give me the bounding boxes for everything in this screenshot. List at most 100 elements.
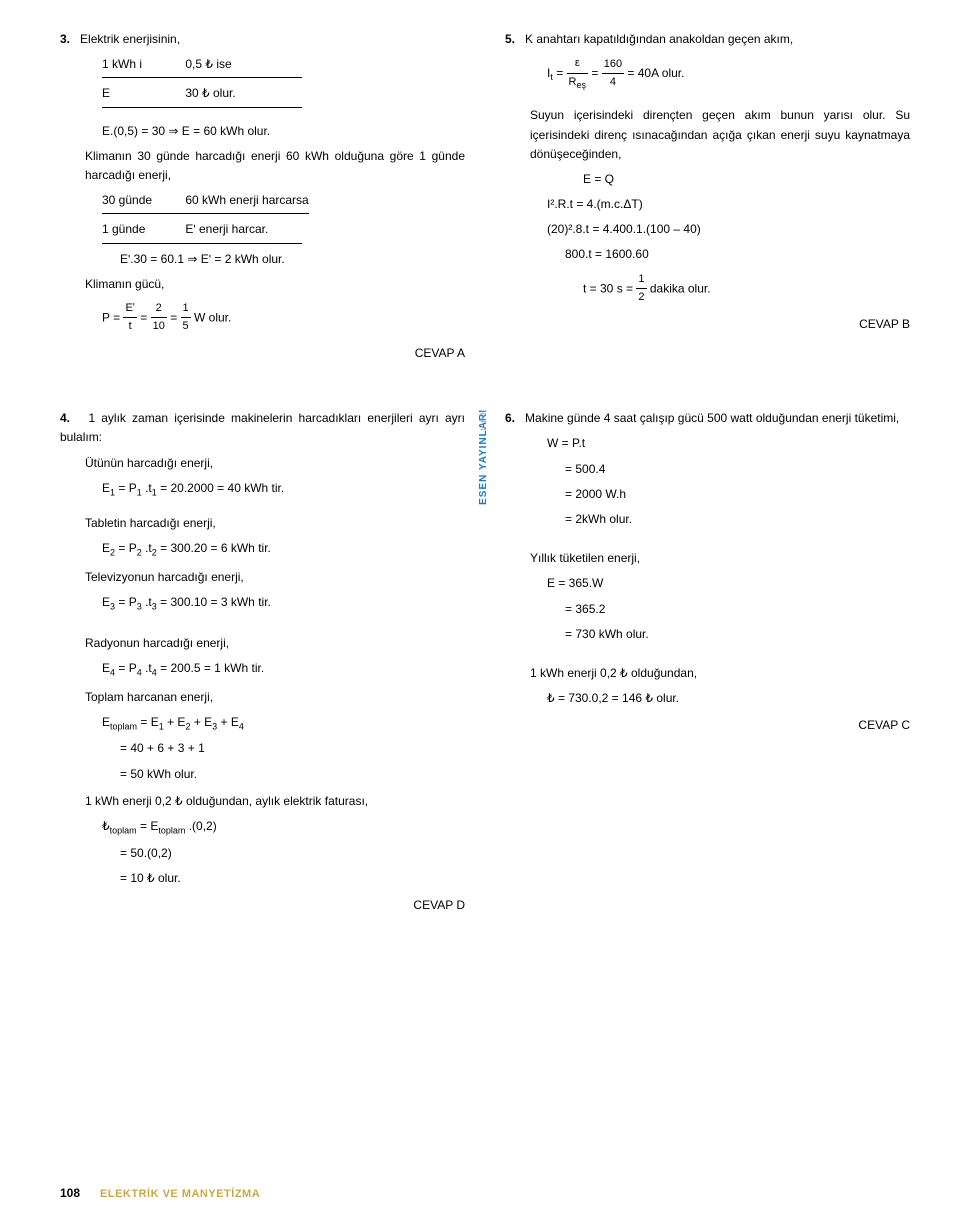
q3-l2a: 1 kWh i [102, 55, 182, 74]
sub: 1 [110, 487, 115, 497]
q4-l12: = 40 + 6 + 3 + 1 [60, 739, 465, 758]
q6-l10: 1 kWh enerji 0,2 ₺ olduğundan, [505, 664, 910, 683]
t: .t [145, 481, 152, 495]
val: = 300.20 = 6 kWh tir. [160, 541, 271, 555]
wave-decoration: ≈≈≈ [480, 409, 486, 433]
q6-l8: = 365.2 [505, 600, 910, 619]
q5-l1: K anahtarı kapatıldığından anakoldan geç… [525, 32, 793, 46]
P: = P [118, 481, 136, 495]
sub: toplam [110, 825, 137, 835]
q3-l4: E.(0,5) = 30 ⇒ E = 60 kWh olur. [60, 122, 465, 141]
question-4: 4. 1 aylık zaman içerisinde makinelerin … [60, 409, 465, 921]
q5-l8a: t = 30 s = [583, 281, 636, 295]
q5-l8: t = 30 s = 12 dakika olur. [505, 271, 910, 307]
q6-number: 6. [505, 411, 515, 425]
sub: 1 [159, 721, 164, 731]
q3-power-eq: P = Eʹt = 210 = 15 W olur. [60, 300, 465, 336]
sub: 1 [152, 487, 157, 497]
E: E [102, 661, 110, 675]
footer-title: ELEKTRİK VE MANYETİZMA [100, 1188, 260, 1200]
q3-l3b: 30 ₺ olur. [185, 86, 235, 100]
R: R [569, 76, 577, 88]
sub: t [550, 72, 553, 82]
sub: 1 [137, 487, 142, 497]
q4-number: 4. [60, 411, 70, 425]
val: = 20.2000 = 40 kWh tir. [160, 481, 284, 495]
q5-l5: I².R.t = 4.(m.c.ΔT) [505, 195, 910, 214]
P: = P [118, 595, 136, 609]
q6-l9: = 730 kWh olur. [505, 625, 910, 644]
q3-l5: Klimanın 30 günde harcadığı enerji 60 kW… [60, 147, 465, 185]
sub: 3 [137, 601, 142, 611]
question-5: 5. K anahtarı kapatıldığından anakoldan … [505, 30, 910, 369]
q4-l8: Radyonun harcadığı enerji, [60, 634, 465, 653]
t: .t [145, 661, 152, 675]
q6-heading: 6. Makine günde 4 saat çalışıp gücü 500 … [505, 409, 910, 428]
E3: + E [194, 715, 212, 729]
sub: 3 [212, 721, 217, 731]
E: E [102, 481, 110, 495]
q4-l14: 1 kWh enerji 0,2 ₺ olduğundan, aylık ele… [60, 792, 465, 811]
sub: toplam [158, 825, 185, 835]
q3-table: 1 kWh i 0,5 ₺ ise E 30 ₺ olur. [60, 55, 465, 113]
sub: toplam [110, 721, 137, 731]
q5-l8b: dakika olur. [650, 281, 711, 295]
E4: + E [221, 715, 239, 729]
q3-l1: Elektrik enerjisinin, [80, 32, 180, 46]
page-footer: 108 ELEKTRİK VE MANYETİZMA [60, 1186, 260, 1200]
q3-number: 3. [60, 32, 70, 46]
mult: .(0,2) [189, 819, 217, 833]
q4-etot: Etoplam = E1 + E2 + E3 + E4 [60, 713, 465, 734]
sub: 2 [137, 547, 142, 557]
q6-l4: = 2000 W.h [505, 485, 910, 504]
q4-answer: CEVAP D [60, 896, 465, 915]
q3-l8: Eʹ.30 = 60.1 ⇒ Eʹ = 2 kWh olur. [60, 250, 465, 269]
q6-l2: W = P.t [505, 434, 910, 453]
q4-l1: 1 aylık zaman içerisinde makinelerin har… [60, 411, 465, 444]
val: = 300.10 = 3 kWh tir. [160, 595, 271, 609]
frac-d: t [123, 318, 136, 336]
q4-l6: Televizyonun harcadığı enerji, [60, 568, 465, 587]
q3-p-left: P = [102, 310, 123, 324]
sub: 3 [110, 601, 115, 611]
sub: 2 [185, 721, 190, 731]
sub: 4 [110, 667, 115, 677]
q5-number: 5. [505, 32, 515, 46]
q4-l17: = 10 ₺ olur. [60, 869, 465, 888]
sub: 2 [110, 547, 115, 557]
E: E [102, 715, 110, 729]
sub: 4 [152, 667, 157, 677]
q3-l3a: E [102, 84, 182, 103]
sub: 4 [239, 721, 244, 731]
q4-e3: E3 = P3 .t3 = 300.10 = 3 kWh tir. [60, 593, 465, 614]
frac-d: 5 [181, 318, 191, 336]
q5-eq1: It = εReş = 1604 = 40A olur. [505, 55, 910, 92]
E: E [102, 541, 110, 555]
frac-n: 1 [181, 300, 191, 319]
q4-e4: E4 = P4 .t4 = 200.5 = 1 kWh tir. [60, 659, 465, 680]
q6-l1: Makine günde 4 saat çalışıp gücü 500 wat… [525, 411, 899, 425]
sub: 4 [137, 667, 142, 677]
eq: = [556, 66, 566, 80]
q3-l9: Klimanın gücü, [60, 275, 465, 294]
q3-answer: CEVAP A [60, 344, 465, 363]
q5-r40: = 40A olur. [627, 66, 684, 80]
q6-l7: E = 365.W [505, 574, 910, 593]
q3-l7a: 1 günde [102, 220, 182, 239]
q5-l7: 800.t = 1600.60 [505, 245, 910, 264]
frac-n: Eʹ [123, 300, 136, 319]
q5-l4: E = Q [505, 170, 910, 189]
q3-l6b: 60 kWh enerji harcarsa [185, 193, 308, 207]
lira: ₺ [102, 819, 110, 833]
sub: 2 [152, 547, 157, 557]
frac-n: 2 [151, 300, 167, 319]
P: = P [118, 661, 136, 675]
frac-d: 10 [151, 318, 167, 336]
q5-l6: (20)².8.t = 4.400.1.(100 – 40) [505, 220, 910, 239]
q4-l2: Ütünün harcadığı enerji, [60, 454, 465, 473]
E2: + E [167, 715, 185, 729]
frac-d: 2 [636, 289, 646, 307]
page-number: 108 [60, 1186, 90, 1200]
P: = P [118, 541, 136, 555]
q6-l3: = 500.4 [505, 460, 910, 479]
